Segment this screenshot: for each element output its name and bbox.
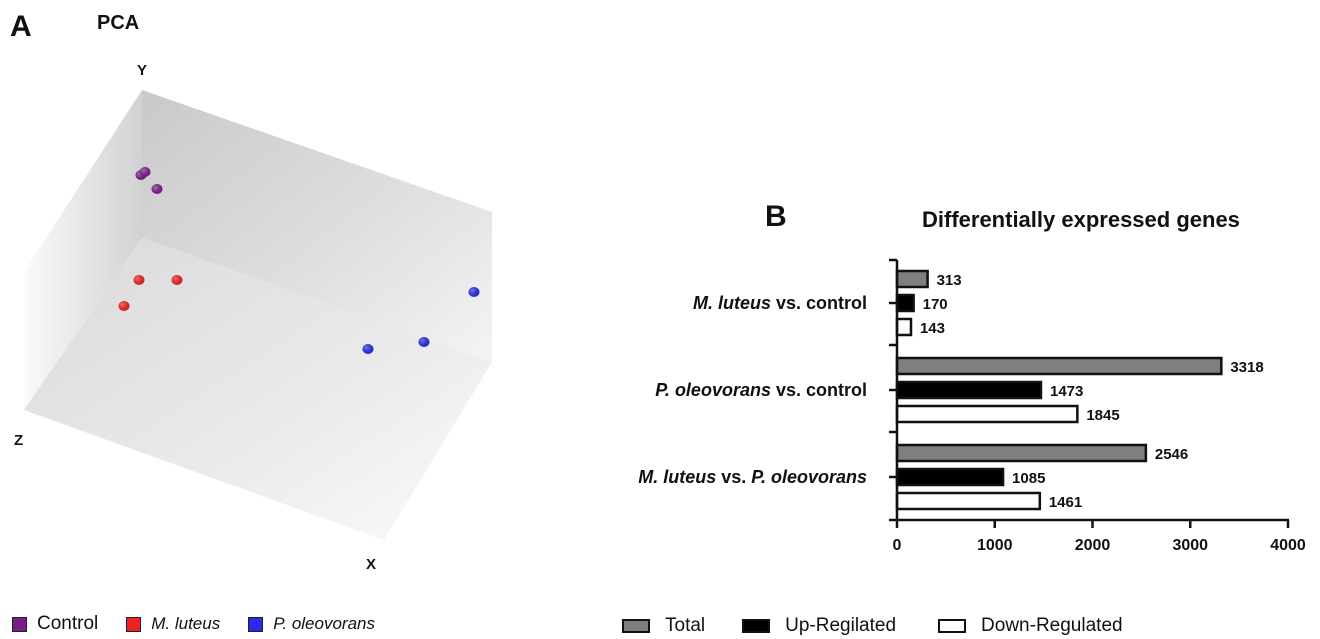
pca-legend-item-m-luteus: M. luteus <box>126 614 220 634</box>
pca-plot <box>24 90 492 540</box>
bar-1-2 <box>895 404 1079 424</box>
category-label-1-part-0: P. oleovorans <box>655 380 771 400</box>
pca-back-wall <box>142 90 492 362</box>
category-label-2: M. luteus vs. P. oleovorans <box>638 467 867 487</box>
bar-value-label-1-1: 1473 <box>1050 383 1083 400</box>
pca-point-shade-1-0 <box>133 275 145 285</box>
category-label-0-part-1: vs. control <box>771 293 867 313</box>
category-label-0-part-0: M. luteus <box>693 293 771 313</box>
pca-legend-label-p-oleovorans: P. oleovorans <box>273 614 375 633</box>
pca-point-shade-2-1 <box>418 337 430 347</box>
deg-legend-item-up: Up-Regilated <box>742 615 896 637</box>
pca-legend-label-control: Control <box>37 613 99 634</box>
bar-value-label-2-0: 2546 <box>1155 446 1188 463</box>
bar-2-2 <box>895 491 1042 511</box>
category-label-2-part-0: M. luteus <box>638 467 716 487</box>
x-tick-label-0: 0 <box>893 537 902 554</box>
pca-point-shade-1-2 <box>118 301 130 311</box>
category-label-1-part-1: vs. control <box>771 380 867 400</box>
bar-0-0 <box>895 269 929 289</box>
deg-legend-swatch-up <box>742 619 771 633</box>
deg-legend-swatch-total <box>622 619 650 633</box>
category-label-2-part-1: vs. <box>716 467 751 487</box>
pca-points <box>118 167 480 354</box>
x-tick-label-2: 2000 <box>1075 537 1111 554</box>
pca-legend: Control M. luteus P. oleovorans <box>12 613 403 635</box>
pca-legend-swatch-p-oleovorans <box>248 616 264 632</box>
pca-legend-swatch-m-luteus <box>126 616 142 632</box>
bar-1-0 <box>895 356 1223 376</box>
category-label-0: M. luteus vs. control <box>693 293 867 313</box>
bar-value-label-0-1: 170 <box>923 296 948 313</box>
bar-value-label-2-2: 1461 <box>1049 494 1082 511</box>
pca-point-shade-0-1 <box>139 167 151 177</box>
deg-legend-label-down: Down-Regulated <box>981 615 1123 636</box>
deg-legend-item-total: Total <box>622 615 705 637</box>
pca-legend-swatch-control <box>12 616 27 632</box>
bar-2-1 <box>895 467 1005 487</box>
bar-value-label-0-2: 143 <box>920 320 945 337</box>
deg-legend-swatch-down <box>938 619 967 633</box>
pca-legend-label-m-luteus: M. luteus <box>151 614 221 633</box>
bar-value-label-1-2: 1845 <box>1086 407 1119 424</box>
deg-legend-label-up: Up-Regilated <box>785 615 897 636</box>
bar-0-2 <box>895 317 913 337</box>
deg-legend-item-down: Down-Regulated <box>938 615 1123 637</box>
pca-axis-x-label: X <box>366 556 377 573</box>
x-tick-label-3: 3000 <box>1172 537 1208 554</box>
pca-point-shade-2-2 <box>468 287 480 297</box>
x-tick-label-1: 1000 <box>977 537 1013 554</box>
bar-2-0 <box>895 443 1148 463</box>
panel-a-label: A <box>10 10 32 43</box>
deg-legend-label-total: Total <box>665 615 706 636</box>
pca-point-shade-0-2 <box>151 184 163 194</box>
pca-legend-item-control: Control <box>12 613 98 635</box>
pca-legend-item-p-oleovorans: P. oleovorans <box>248 614 375 634</box>
deg-chart-title: Differentially expressed genes <box>922 207 1240 232</box>
bar-value-label-2-1: 1085 <box>1012 470 1045 487</box>
deg-legend: Total Up-Regilated Down-Regulated <box>622 615 1151 637</box>
pca-axis-z-label: Z <box>14 432 24 449</box>
bar-value-label-0-0: 313 <box>937 272 962 289</box>
pca-floor <box>24 238 492 540</box>
bar-value-label-1-0: 3318 <box>1230 359 1263 376</box>
panel-b-label: B <box>765 200 787 233</box>
pca-point-shade-2-0 <box>362 344 374 354</box>
pca-point-shade-1-1 <box>171 275 183 285</box>
pca-title: PCA <box>97 12 140 34</box>
category-label-2-part-2: P. oleovorans <box>751 467 867 487</box>
pca-axis-y-label: Y <box>137 62 148 79</box>
x-tick-label-4: 4000 <box>1270 537 1306 554</box>
bar-1-1 <box>895 380 1043 400</box>
category-label-1: P. oleovorans vs. control <box>655 380 867 400</box>
pca-left-wall <box>24 90 142 410</box>
bar-0-1 <box>895 293 915 313</box>
